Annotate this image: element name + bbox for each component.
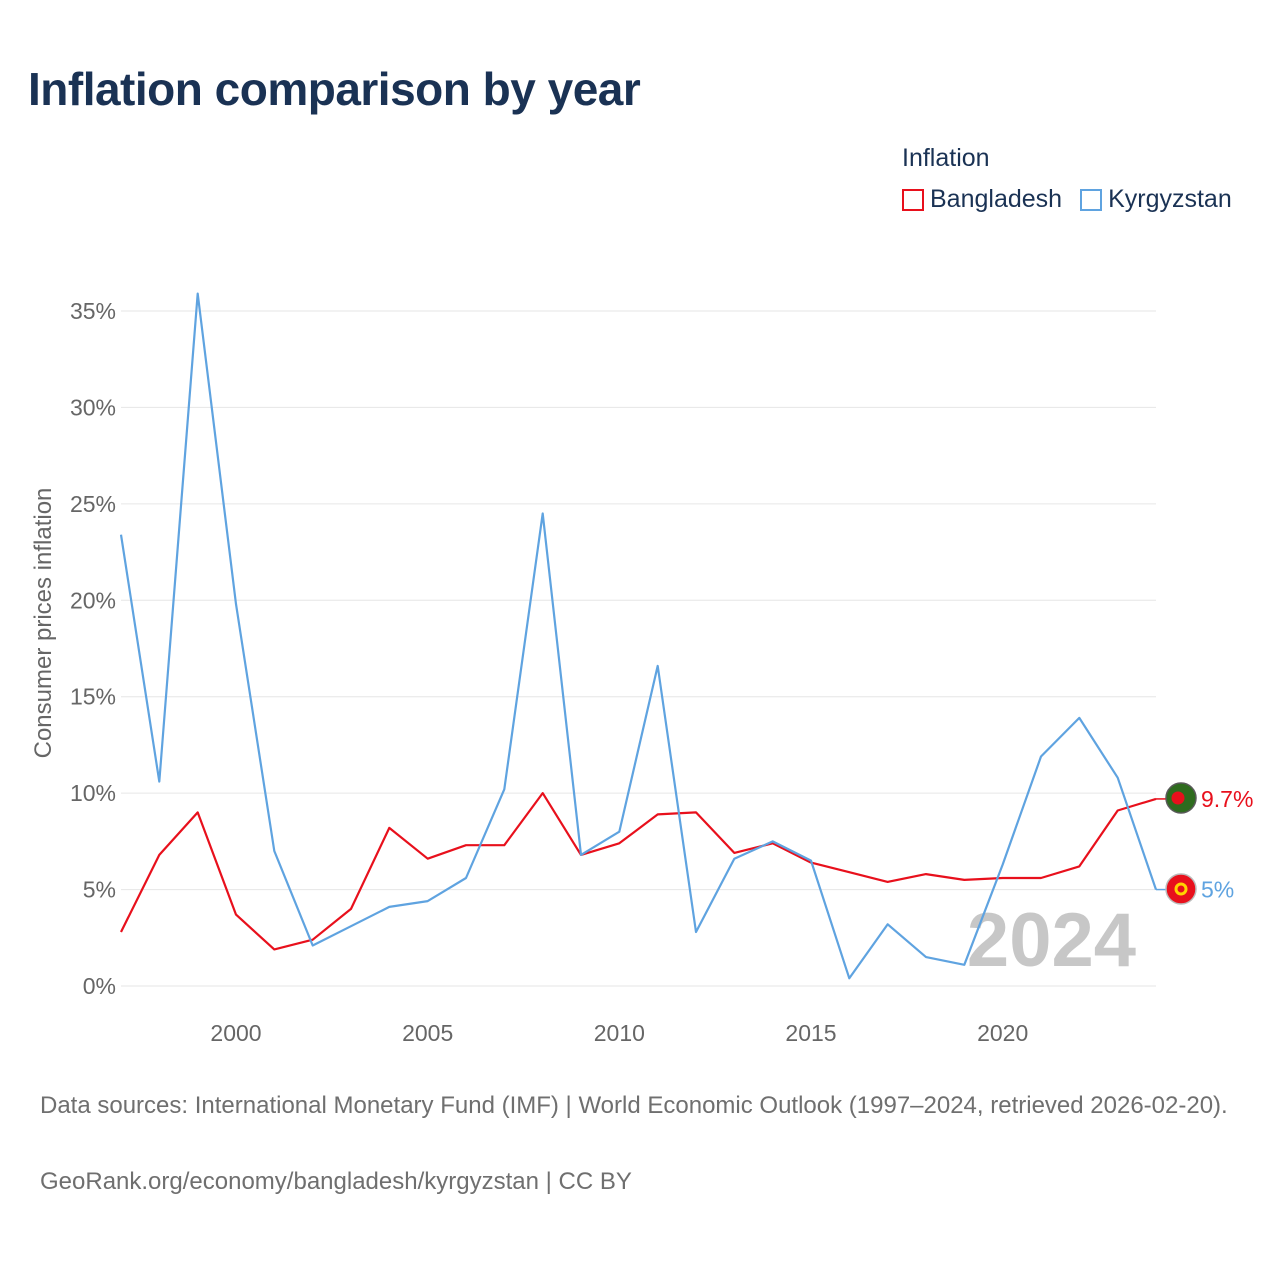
data-point-bangladesh[interactable] xyxy=(961,877,967,883)
data-point-bangladesh[interactable] xyxy=(501,842,507,848)
data-point-bangladesh[interactable] xyxy=(846,869,852,875)
data-point-bangladesh[interactable] xyxy=(1038,875,1044,881)
data-point-bangladesh[interactable] xyxy=(885,879,891,885)
data-point-kyrgyzstan[interactable] xyxy=(1000,862,1006,868)
data-point-bangladesh[interactable] xyxy=(1000,875,1006,881)
data-point-kyrgyzstan[interactable] xyxy=(846,975,852,981)
line-chart: 0% 5% 10% 15% 20% 25% 30% 35% 2000 2005 2010 2015 20… xyxy=(30,291,1253,1046)
legend-title: Inflation xyxy=(902,144,990,172)
data-point-kyrgyzstan[interactable] xyxy=(271,848,277,854)
x-tick-label: 2005 xyxy=(402,1020,453,1046)
data-point-bangladesh[interactable] xyxy=(923,871,929,877)
data-point-bangladesh[interactable] xyxy=(425,856,431,862)
data-point-kyrgyzstan[interactable] xyxy=(885,921,891,927)
data-point-kyrgyzstan[interactable] xyxy=(731,856,737,862)
data-point-bangladesh[interactable] xyxy=(463,842,469,848)
data-point-kyrgyzstan[interactable] xyxy=(118,532,124,538)
data-point-bangladesh[interactable] xyxy=(655,811,661,817)
data-point-kyrgyzstan[interactable] xyxy=(463,875,469,881)
data-point-kyrgyzstan[interactable] xyxy=(616,829,622,835)
data-point-kyrgyzstan[interactable] xyxy=(156,779,162,785)
data-point-kyrgyzstan[interactable] xyxy=(578,852,584,858)
legend-label-bangladesh: Bangladesh xyxy=(930,185,1063,213)
y-tick-label: 30% xyxy=(70,394,116,420)
series-layer xyxy=(118,291,1158,981)
data-point-kyrgyzstan[interactable] xyxy=(540,511,546,517)
data-point-bangladesh[interactable] xyxy=(195,809,201,815)
data-point-bangladesh[interactable] xyxy=(271,946,277,952)
y-tick-label: 10% xyxy=(70,780,116,806)
y-tick-label: 20% xyxy=(70,587,116,613)
data-point-kyrgyzstan[interactable] xyxy=(425,898,431,904)
x-tick-label: 2000 xyxy=(210,1020,261,1046)
legend-item-kyrgyzstan[interactable]: Kyrgyzstan xyxy=(1080,185,1232,214)
footer-credit[interactable]: GeoRank.org/economy/bangladesh/kyrgyzsta… xyxy=(40,1168,632,1195)
page-title: Inflation comparison by year xyxy=(28,63,641,115)
data-point-bangladesh[interactable] xyxy=(156,852,162,858)
data-point-kyrgyzstan[interactable] xyxy=(348,923,354,929)
footer-sources: Data sources: International Monetary Fun… xyxy=(40,1092,1228,1119)
data-point-bangladesh[interactable] xyxy=(118,929,124,935)
series-line-bangladesh[interactable] xyxy=(120,791,1157,951)
data-point-kyrgyzstan[interactable] xyxy=(655,663,661,669)
legend: Bangladesh Kyrgyzstan xyxy=(902,185,1232,214)
legend-swatch-bangladesh xyxy=(902,188,924,211)
data-point-kyrgyzstan[interactable] xyxy=(233,601,239,607)
data-point-kyrgyzstan[interactable] xyxy=(501,786,507,792)
x-tick-label: 2010 xyxy=(594,1020,645,1046)
data-point-kyrgyzstan[interactable] xyxy=(770,838,776,844)
series-line-kyrgyzstan[interactable] xyxy=(119,292,1158,980)
y-axis-label: Consumer prices inflation xyxy=(30,488,57,759)
bangladesh-flag-icon xyxy=(1165,782,1197,814)
data-point-bangladesh[interactable] xyxy=(233,912,239,918)
end-label-kyrgyzstan: 5% xyxy=(1201,877,1234,903)
legend-item-bangladesh[interactable]: Bangladesh xyxy=(902,185,1062,214)
data-point-kyrgyzstan[interactable] xyxy=(1115,775,1121,781)
data-point-kyrgyzstan[interactable] xyxy=(310,943,316,949)
grid-layer: 0% 5% 10% 15% 20% 25% 30% 35% 2000 2005 2010 2015 20… xyxy=(70,298,1156,1046)
data-point-bangladesh[interactable] xyxy=(1076,863,1082,869)
legend-swatch-kyrgyzstan xyxy=(1080,188,1103,211)
data-point-kyrgyzstan[interactable] xyxy=(386,904,392,910)
data-point-bangladesh[interactable] xyxy=(348,906,354,912)
data-point-kyrgyzstan[interactable] xyxy=(693,929,699,935)
data-point-bangladesh[interactable] xyxy=(616,840,622,846)
end-label-bangladesh: 9.7% xyxy=(1201,786,1253,812)
data-point-kyrgyzstan[interactable] xyxy=(961,962,967,968)
data-point-kyrgyzstan[interactable] xyxy=(923,954,929,960)
data-point-kyrgyzstan[interactable] xyxy=(195,291,201,297)
label-layer: 9.7% 5% xyxy=(1156,786,1253,903)
data-point-bangladesh[interactable] xyxy=(1115,808,1121,814)
data-point-kyrgyzstan[interactable] xyxy=(1076,715,1082,721)
x-tick-label: 2015 xyxy=(785,1020,836,1046)
data-point-bangladesh[interactable] xyxy=(731,850,737,856)
data-point-kyrgyzstan[interactable] xyxy=(808,858,814,864)
y-tick-label: 5% xyxy=(83,877,116,903)
y-tick-label: 15% xyxy=(70,684,116,710)
x-tick-label: 2020 xyxy=(977,1020,1028,1046)
y-tick-label: 0% xyxy=(83,973,116,999)
data-point-bangladesh[interactable] xyxy=(693,809,699,815)
kyrgyzstan-flag-icon xyxy=(1165,873,1197,905)
y-tick-label: 35% xyxy=(70,298,116,324)
data-point-bangladesh[interactable] xyxy=(386,825,392,831)
legend-label-kyrgyzstan: Kyrgyzstan xyxy=(1108,185,1232,213)
year-watermark: 2024 xyxy=(967,898,1136,983)
data-point-kyrgyzstan[interactable] xyxy=(1038,754,1044,760)
data-point-bangladesh[interactable] xyxy=(540,790,546,796)
y-tick-label: 25% xyxy=(70,491,116,517)
